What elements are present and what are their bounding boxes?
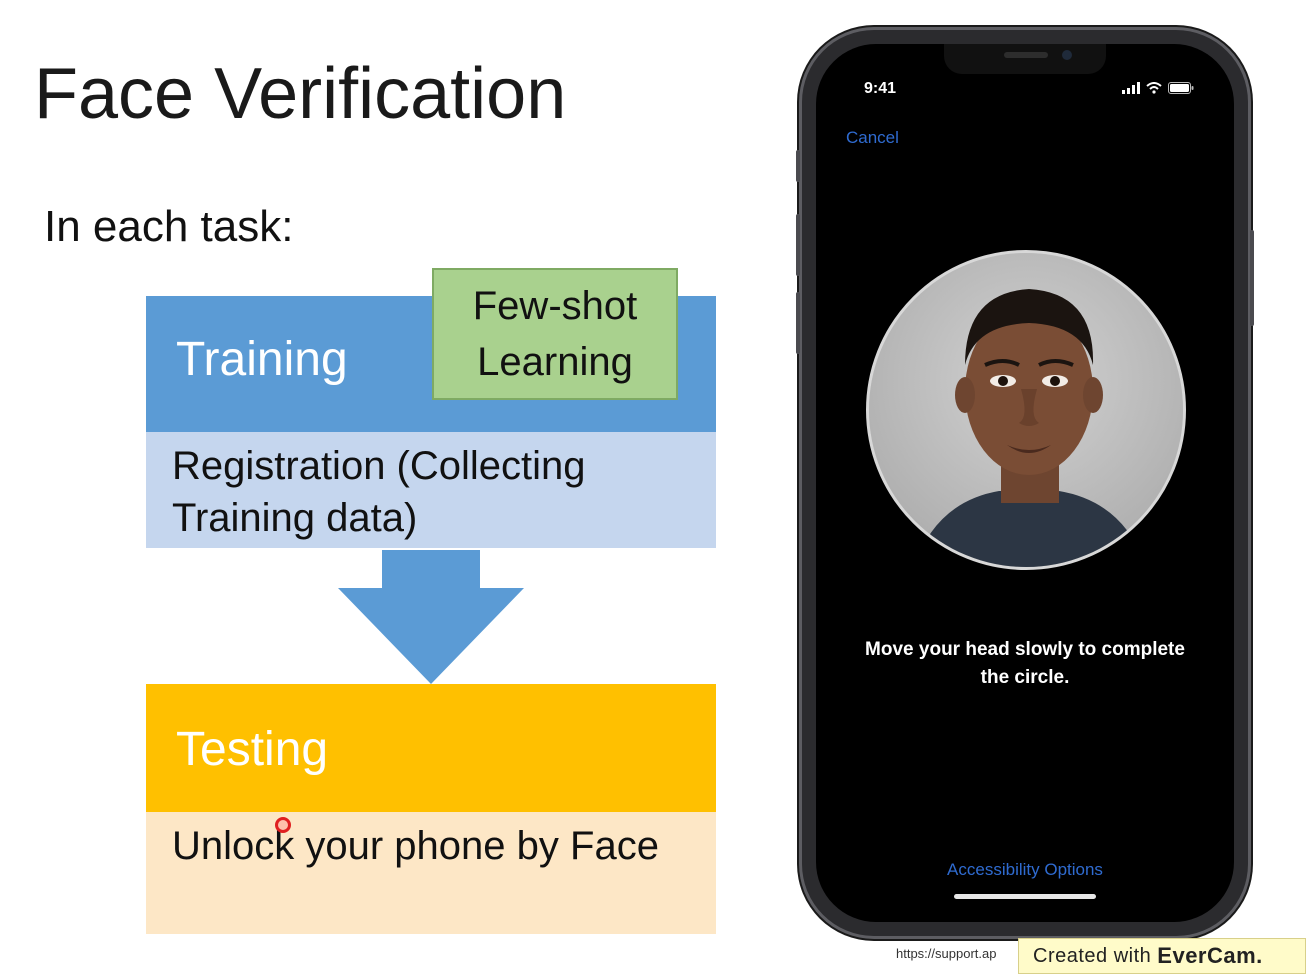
source-url: https://support.ap (896, 946, 997, 961)
phone-screen: 9:41 Cancel (816, 44, 1234, 922)
mouse-cursor-indicator (275, 817, 291, 833)
face-photo (869, 253, 1183, 567)
phone-notch (944, 44, 1106, 74)
volume-down-button (796, 292, 800, 354)
status-icons (1122, 82, 1194, 94)
training-label: Training (176, 333, 348, 386)
slide-title: Face Verification (34, 54, 567, 134)
status-time: 9:41 (864, 80, 897, 97)
testing-header-box: Testing (146, 684, 716, 812)
evercam-prefix: Created with (1033, 944, 1152, 967)
fewshot-learning-box: Few-shot Learning (432, 268, 678, 400)
testing-description: Unlock your phone by Face (172, 824, 659, 868)
phone-mockup: 9:41 Cancel (796, 30, 1254, 936)
signal-icon (1122, 82, 1140, 94)
battery-icon (1168, 82, 1194, 94)
training-description: Registration (Collecting Training data) (172, 444, 586, 540)
instruction-text: Move your head slowly to complete the ci… (865, 639, 1185, 688)
silent-switch (796, 150, 800, 182)
accessibility-options-button[interactable]: Accessibility Options (947, 860, 1103, 879)
testing-label: Testing (176, 723, 329, 776)
evercam-brand: EverCam. (1157, 943, 1263, 968)
home-indicator[interactable] (954, 894, 1096, 899)
cancel-button[interactable]: Cancel (846, 128, 899, 147)
volume-up-button (796, 214, 800, 276)
power-button (1250, 230, 1254, 326)
down-arrow-icon (338, 550, 524, 684)
fewshot-line-2: Learning (477, 340, 633, 384)
wifi-icon (1146, 82, 1162, 94)
testing-description-box: Unlock your phone by Face (146, 812, 716, 934)
evercam-watermark: Created with EverCam. (1018, 938, 1306, 974)
face-scan-circle (866, 250, 1186, 570)
slide-subtitle: In each task: (44, 202, 294, 251)
fewshot-line-1: Few-shot (472, 284, 638, 328)
training-description-box: Registration (Collecting Training data) (146, 432, 716, 548)
